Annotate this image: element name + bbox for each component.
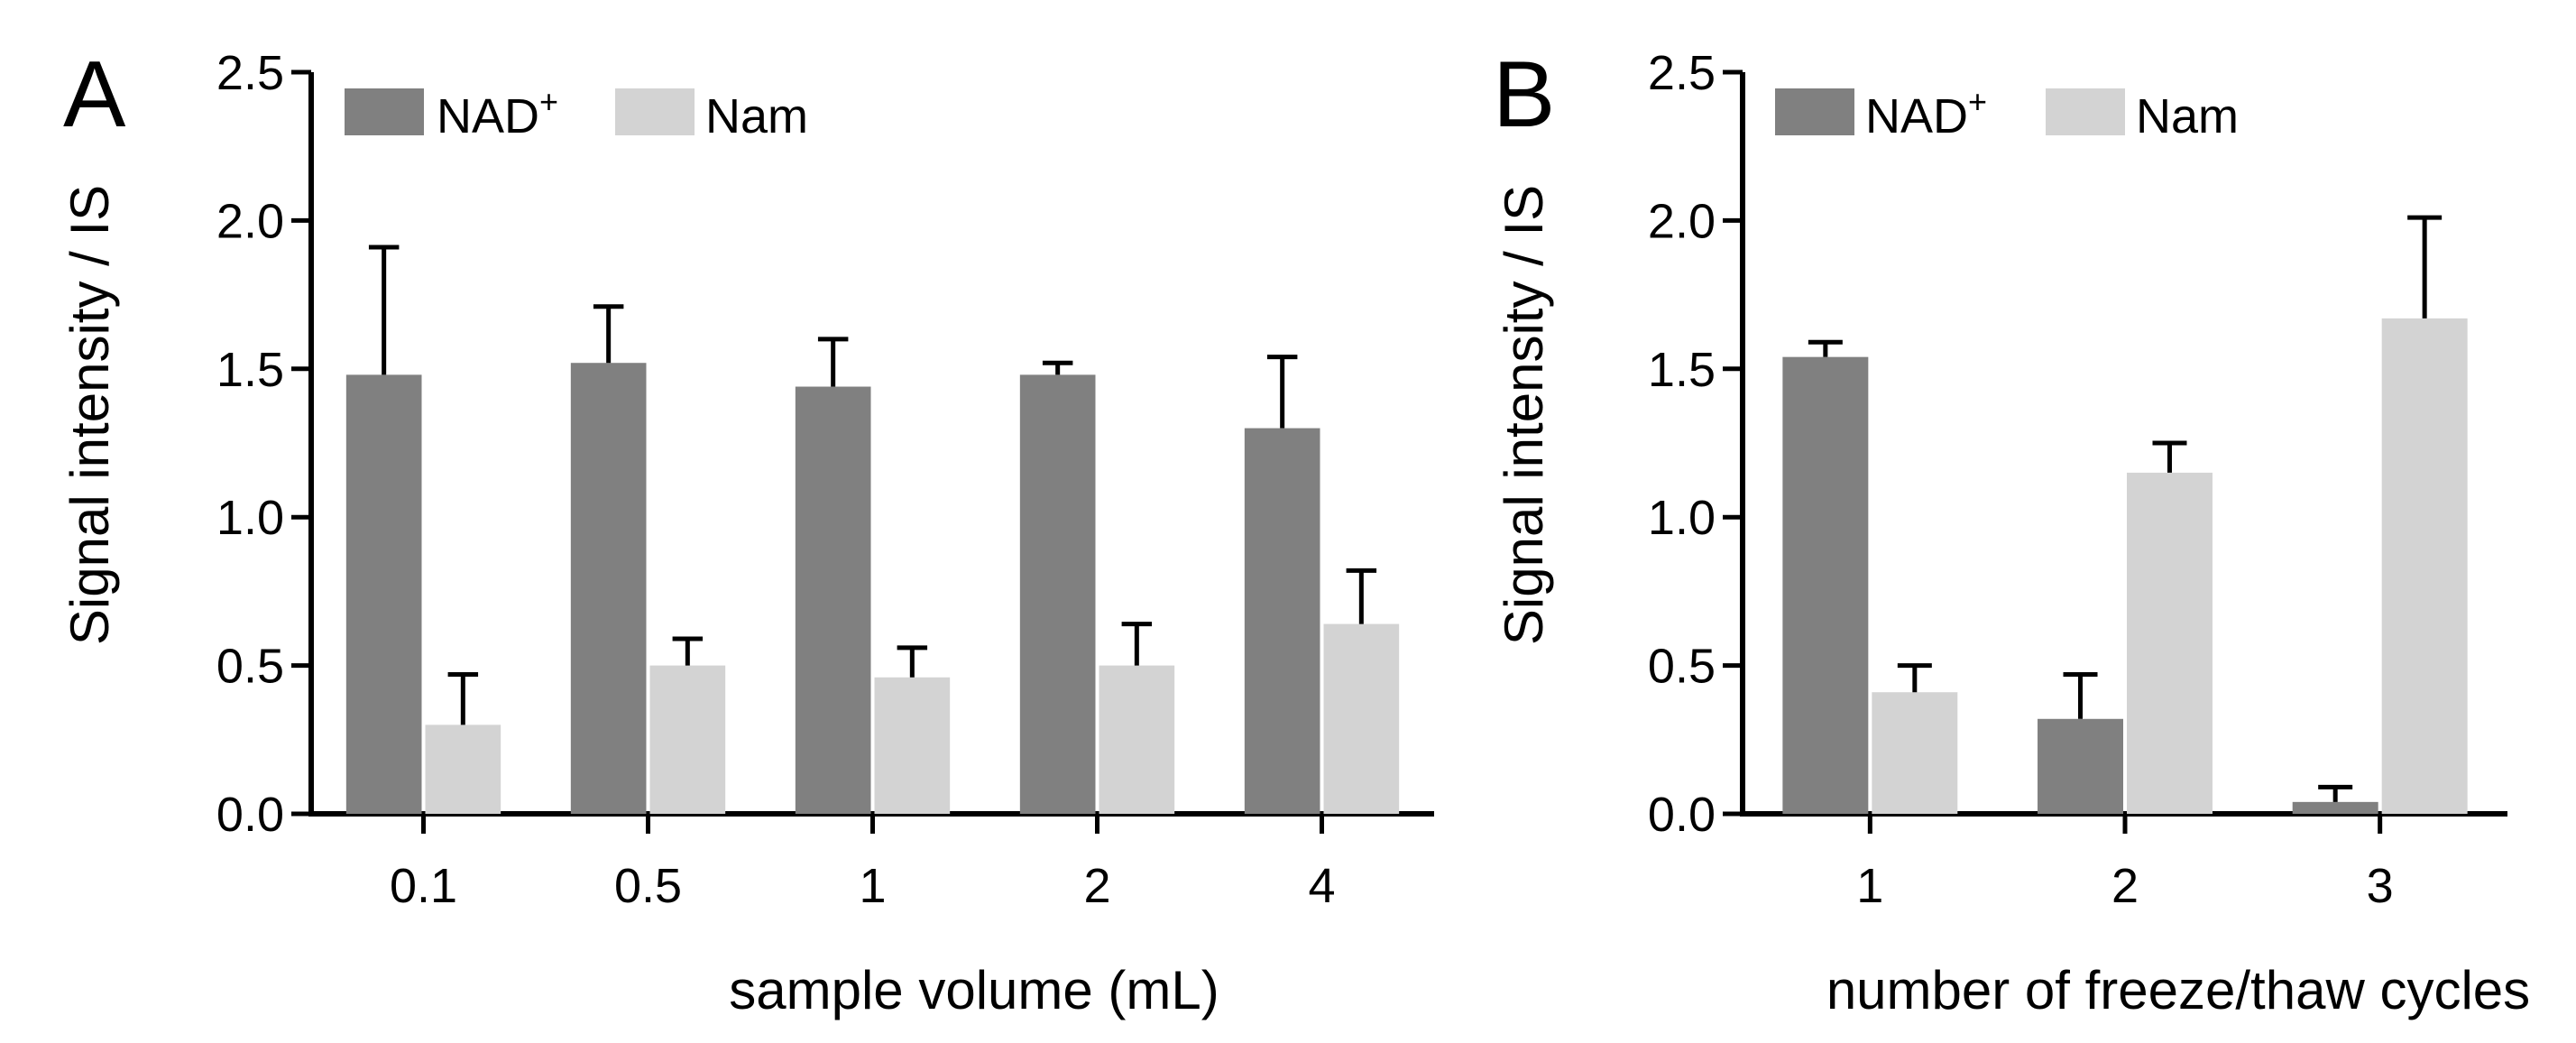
panel-b-error-bar-nad <box>2318 784 2353 802</box>
panel-b-y-tick-label: 0.0 <box>1648 788 1716 842</box>
panel-a-y-tick-label: 0.5 <box>216 640 284 694</box>
panel-a-error-bar-nam <box>897 645 928 678</box>
panel-b-x-tick-label: 2 <box>2111 859 2139 913</box>
panel-b-y-tick-label: 2.5 <box>1648 46 1716 100</box>
panel-b-letter: B <box>1493 42 1555 147</box>
panel-b-x-axis-title: number of freeze/thaw cycles <box>1826 960 2530 1020</box>
panel-a-error-bar-nam <box>1121 622 1153 666</box>
panel-b-bar-nam <box>2127 472 2213 814</box>
panel-a-bar-nam <box>425 725 501 814</box>
panel-a-y-tick-label: 1.0 <box>216 491 284 545</box>
panel-a-bar-nad <box>795 386 871 814</box>
panel-b-error-bar-nad <box>1808 339 1843 357</box>
panel-a-legend: NAD+ Nam <box>345 83 808 143</box>
panel-a-y-tick-label: 0.0 <box>216 788 284 842</box>
panel-b-bar-nam <box>1872 692 1958 814</box>
panel-b-legend-label-nam: Nam <box>2136 89 2239 143</box>
panel-a-letter: A <box>63 42 126 147</box>
panel-b-y-tick-label: 2.0 <box>1648 194 1716 248</box>
panel-a-error-bar-nad <box>817 337 849 387</box>
panel-b-legend: NAD+ Nam <box>1775 83 2239 143</box>
panel-b-legend-label-nad: NAD+ <box>1865 83 1987 143</box>
panel-a-error-bar-nad <box>368 245 400 375</box>
panel-a-bar-nad <box>1244 428 1320 814</box>
panel-a-error-bar-nad <box>593 304 624 364</box>
panel-a-x-tick-label: 2 <box>1083 859 1110 913</box>
panel-b-error-bar-nam <box>1897 663 1932 693</box>
panel-a-y-tick-label: 2.0 <box>216 194 284 248</box>
panel-b-bar-nad <box>1782 356 1869 814</box>
panel-b-y-tick-label: 1.0 <box>1648 491 1716 545</box>
panel-a-y-tick-label: 1.5 <box>216 343 284 397</box>
panel-a-bar-nam <box>1099 665 1175 814</box>
panel-a-bar-nam <box>874 677 951 814</box>
panel-a-x-tick-label: 0.1 <box>390 859 457 913</box>
panel-b-legend-swatch-nad <box>1775 88 1854 135</box>
panel-b-x-tick-label: 3 <box>2367 859 2394 913</box>
panel-a-bar-nad <box>1019 374 1096 814</box>
panel-b-y-tick-label: 1.5 <box>1648 343 1716 397</box>
panel-a-x-tick-label: 0.5 <box>614 859 682 913</box>
panel-a-legend-swatch-nad <box>345 88 424 135</box>
panel-a-x-axis-title: sample volume (mL) <box>729 960 1219 1020</box>
panel-b-y-axis-title: Signal intensity / IS <box>1494 185 1554 645</box>
panel-a-y-axis-title: Signal intensity / IS <box>60 185 120 645</box>
panel-b-error-bar-nad <box>2063 671 2098 719</box>
panel-b: B Signal intensity / IS number of freeze… <box>1493 42 2530 1020</box>
panel-b-x-tick-label: 1 <box>1856 859 1883 913</box>
panel-a-legend-label-nam: Nam <box>705 89 808 143</box>
panel-b-error-bar-nam <box>2152 440 2187 473</box>
panel-a-bar-nam <box>1323 623 1400 814</box>
panel-a-error-bar-nam <box>447 671 479 725</box>
panel-b-y-tick-label: 0.5 <box>1648 640 1716 694</box>
panel-a-error-bar-nad <box>1266 355 1298 429</box>
panel-b-bar-nam <box>2381 318 2468 814</box>
panel-a-y-tick-label: 2.5 <box>216 46 284 100</box>
panel-b-error-bar-nam <box>2407 215 2443 318</box>
panel-a-error-bar-nam <box>1346 568 1377 624</box>
panel-a-legend-swatch-nam <box>615 88 695 135</box>
panel-a-bar-nam <box>649 665 726 814</box>
panel-a: A Signal intensity / IS sample volume (m… <box>60 42 1434 1020</box>
panel-a-x-tick-label: 4 <box>1308 859 1335 913</box>
panel-a-error-bar-nam <box>672 636 704 666</box>
panel-b-bar-nad <box>2038 718 2123 814</box>
panel-a-legend-label-nad: NAD+ <box>437 83 558 143</box>
panel-a-error-bar-nad <box>1042 360 1073 375</box>
panel-a-x-tick-label: 1 <box>859 859 886 913</box>
panel-a-bar-nad <box>570 363 647 814</box>
panel-a-bar-nad <box>345 374 422 814</box>
panel-b-bar-nad <box>2292 801 2378 814</box>
panel-b-legend-swatch-nam <box>2046 88 2125 135</box>
